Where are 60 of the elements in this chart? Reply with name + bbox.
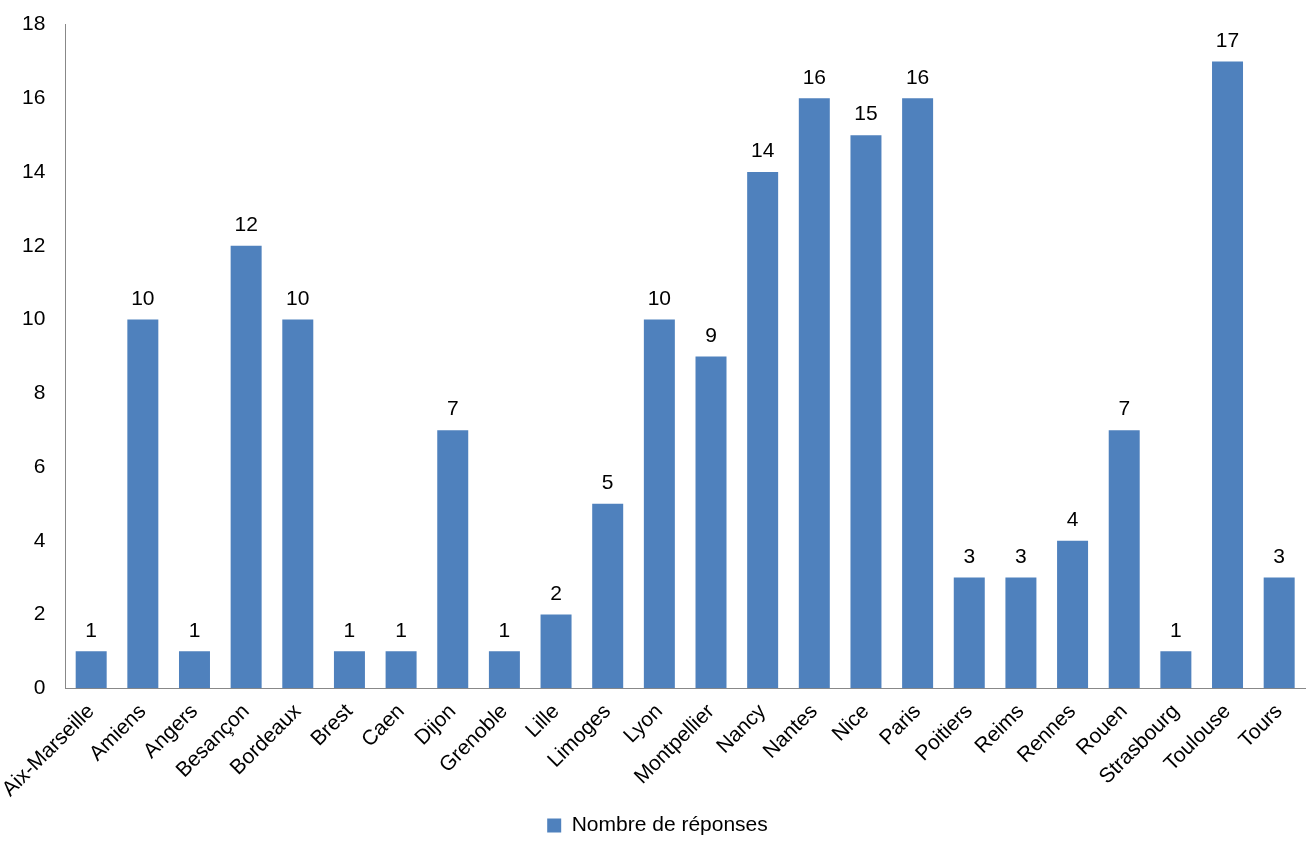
data-label: 15 <box>854 101 878 125</box>
y-tick-label: 4 <box>33 527 46 551</box>
y-tick-label: 18 <box>22 11 46 35</box>
bar <box>747 172 779 689</box>
bar <box>1005 577 1037 689</box>
data-label: 16 <box>802 64 826 88</box>
data-label: 17 <box>1215 27 1240 51</box>
data-label: 1 <box>85 617 98 641</box>
bar <box>1263 577 1295 689</box>
bar <box>953 577 985 689</box>
y-tick-label: 12 <box>22 232 46 256</box>
data-label: 3 <box>1015 543 1027 567</box>
data-label: 12 <box>234 212 258 236</box>
bar <box>178 651 210 689</box>
y-tick-label: 14 <box>22 158 46 182</box>
data-label: 14 <box>750 138 775 162</box>
data-label: 10 <box>647 285 672 309</box>
data-label: 7 <box>1118 396 1131 420</box>
data-label: 1 <box>188 617 201 641</box>
bar <box>540 614 572 689</box>
bar <box>1212 61 1244 689</box>
legend-label: Nombre de réponses <box>571 812 768 836</box>
bar <box>1108 430 1140 689</box>
x-tick-label: Nice <box>826 698 873 745</box>
y-tick-label: 6 <box>33 453 46 477</box>
bar <box>902 98 934 689</box>
data-label: 10 <box>286 285 310 309</box>
data-label: 16 <box>905 64 930 88</box>
y-tick-label: 8 <box>33 380 46 404</box>
y-tick-label: 0 <box>33 674 46 698</box>
bar <box>850 135 882 689</box>
bar <box>333 651 365 689</box>
bar <box>437 430 469 689</box>
data-label: 2 <box>550 580 562 604</box>
data-label: 1 <box>343 617 356 641</box>
bar <box>798 98 830 689</box>
bar <box>695 356 727 689</box>
data-label: 1 <box>498 617 511 641</box>
data-label: 7 <box>446 396 459 420</box>
data-label: 3 <box>1273 543 1286 567</box>
data-label: 10 <box>131 285 155 309</box>
y-tick-label: 2 <box>33 601 46 625</box>
bar <box>592 503 624 689</box>
data-label: 1 <box>395 617 407 641</box>
data-label: 9 <box>705 322 717 346</box>
bar <box>127 319 159 689</box>
bar <box>1057 540 1089 689</box>
y-tick-label: 16 <box>22 85 46 109</box>
data-label: 1 <box>1170 617 1182 641</box>
y-tick-label: 10 <box>22 306 46 330</box>
data-label: 5 <box>601 470 614 494</box>
data-label: 3 <box>963 543 976 567</box>
bar <box>1160 651 1192 689</box>
bar <box>643 319 675 689</box>
bar <box>385 651 417 689</box>
bar <box>230 245 262 689</box>
bar <box>488 651 520 689</box>
data-label: 4 <box>1066 507 1079 531</box>
bar <box>75 651 107 689</box>
bar <box>282 319 314 689</box>
